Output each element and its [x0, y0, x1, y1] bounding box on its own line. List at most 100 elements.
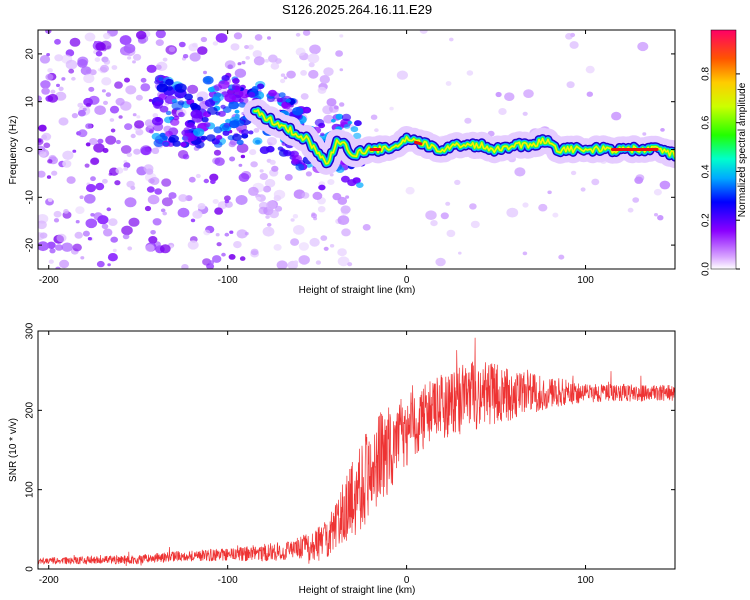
- signal-blob: [295, 163, 305, 171]
- noise-blob: [69, 37, 81, 47]
- noise-blob: [217, 201, 228, 210]
- noise-blob: [570, 32, 576, 38]
- noise-blob: [315, 260, 321, 265]
- noise-blob: [632, 197, 640, 203]
- noise-blob: [71, 76, 76, 81]
- noise-blob: [241, 60, 246, 65]
- signal-blob: [168, 134, 179, 143]
- noise-blob: [419, 30, 428, 34]
- noise-blob: [504, 92, 515, 101]
- signal-blob: [207, 106, 218, 115]
- spectrogram-y-label: Frequency (Hz): [8, 116, 19, 185]
- noise-blob: [46, 175, 52, 179]
- noise-blob: [271, 165, 279, 172]
- noise-blob: [128, 217, 140, 227]
- noise-blob: [244, 231, 249, 236]
- signal-blob: [184, 93, 194, 101]
- noise-blob: [236, 143, 249, 153]
- noise-blob: [154, 188, 163, 195]
- signal-blob: [158, 81, 167, 87]
- x-tick-label: 0: [404, 575, 410, 586]
- signal-blob: [221, 75, 230, 82]
- noise-blob: [273, 244, 282, 251]
- signal-blob: [354, 120, 362, 127]
- signal-blob: [285, 98, 291, 103]
- noise-blob: [136, 115, 141, 119]
- noise-blob: [114, 180, 121, 186]
- signal-blob: [224, 93, 237, 103]
- noise-blob: [449, 37, 454, 42]
- noise-blob: [295, 47, 306, 56]
- noise-blob: [495, 91, 502, 98]
- noise-blob: [339, 34, 344, 38]
- noise-blob: [85, 218, 98, 229]
- y-tick-label: -10: [25, 190, 36, 205]
- noise-blob: [97, 215, 109, 225]
- noise-blob: [83, 73, 95, 84]
- noise-blob: [267, 36, 271, 40]
- signal-blob: [320, 132, 325, 137]
- noise-blob: [62, 150, 74, 160]
- noise-blob: [320, 235, 328, 241]
- noise-blob: [430, 220, 438, 227]
- noise-blob: [273, 195, 282, 202]
- noise-blob: [54, 38, 61, 45]
- noise-blob: [144, 205, 152, 212]
- noise-blob: [389, 106, 394, 111]
- noise-blob: [40, 80, 51, 89]
- noise-blob: [262, 226, 275, 237]
- spectrogram-x-label: Height of straight line (km): [299, 285, 416, 296]
- noise-blob: [283, 76, 288, 80]
- signal-blob: [228, 120, 240, 129]
- noise-blob: [187, 84, 199, 94]
- noise-blob: [506, 207, 519, 218]
- noise-blob: [115, 139, 121, 145]
- noise-blob: [292, 214, 299, 219]
- snr-x-ticks: -200 -100 0 100: [39, 331, 594, 586]
- signal-blob: [203, 122, 211, 128]
- signal-blob: [341, 175, 350, 183]
- noise-blob: [238, 173, 250, 182]
- spectrogram-y-ticks: -20 -10 0 10 20: [25, 48, 675, 252]
- noise-blob: [293, 260, 299, 265]
- noise-blob: [189, 52, 201, 62]
- noise-blob: [124, 77, 130, 83]
- noise-blob: [200, 36, 208, 43]
- noise-blob: [514, 167, 526, 177]
- noise-blob: [228, 254, 236, 260]
- noise-blob: [266, 200, 277, 210]
- noise-blob: [38, 170, 46, 178]
- signal-blob: [257, 83, 265, 90]
- noise-blob: [77, 56, 89, 66]
- noise-blob: [239, 256, 246, 261]
- noise-blob: [41, 87, 50, 95]
- noise-blob: [77, 102, 84, 108]
- noise-blob: [522, 251, 528, 256]
- noise-blob: [341, 228, 351, 237]
- noise-blob: [178, 41, 186, 48]
- noise-blob: [47, 68, 53, 73]
- noise-blob: [435, 257, 446, 267]
- noise-blob: [653, 188, 662, 196]
- noise-blob: [84, 194, 96, 204]
- noise-blob: [55, 244, 63, 251]
- noise-blob: [284, 174, 293, 181]
- noise-blob: [105, 135, 117, 145]
- noise-blob: [159, 244, 171, 254]
- noise-blob: [228, 141, 236, 148]
- noise-blob: [264, 59, 269, 63]
- signal-blob: [190, 109, 203, 119]
- noise-blob: [100, 64, 109, 73]
- noise-blob: [591, 178, 600, 186]
- snr-y-label: SNR (10 * v/v): [8, 418, 19, 482]
- noise-blob: [311, 213, 317, 219]
- noise-blob: [195, 173, 201, 179]
- noise-blob: [96, 260, 105, 268]
- colorbar-gradient: [710, 29, 737, 270]
- x-tick-label: -200: [39, 575, 59, 586]
- noise-blob: [611, 111, 622, 121]
- y-tick-label: 300: [25, 322, 36, 339]
- noise-blob: [254, 34, 263, 41]
- signal-blob: [171, 101, 184, 111]
- y-tick-label: 0: [25, 146, 36, 152]
